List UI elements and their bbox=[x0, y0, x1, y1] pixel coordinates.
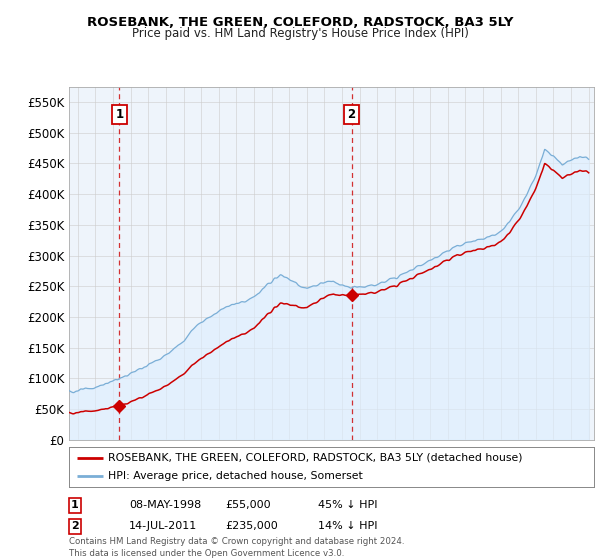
Text: HPI: Average price, detached house, Somerset: HPI: Average price, detached house, Some… bbox=[109, 472, 363, 481]
Text: Contains HM Land Registry data © Crown copyright and database right 2024.
This d: Contains HM Land Registry data © Crown c… bbox=[69, 537, 404, 558]
Text: 1: 1 bbox=[71, 500, 79, 510]
Text: 45% ↓ HPI: 45% ↓ HPI bbox=[318, 500, 377, 510]
Text: Price paid vs. HM Land Registry's House Price Index (HPI): Price paid vs. HM Land Registry's House … bbox=[131, 27, 469, 40]
Text: £55,000: £55,000 bbox=[225, 500, 271, 510]
Text: £235,000: £235,000 bbox=[225, 521, 278, 531]
Text: ROSEBANK, THE GREEN, COLEFORD, RADSTOCK, BA3 5LY (detached house): ROSEBANK, THE GREEN, COLEFORD, RADSTOCK,… bbox=[109, 453, 523, 463]
Text: 2: 2 bbox=[71, 521, 79, 531]
Text: 1: 1 bbox=[115, 108, 124, 121]
Text: 14-JUL-2011: 14-JUL-2011 bbox=[129, 521, 197, 531]
Text: 2: 2 bbox=[347, 108, 356, 121]
Text: ROSEBANK, THE GREEN, COLEFORD, RADSTOCK, BA3 5LY: ROSEBANK, THE GREEN, COLEFORD, RADSTOCK,… bbox=[87, 16, 513, 29]
Text: 08-MAY-1998: 08-MAY-1998 bbox=[129, 500, 201, 510]
Text: 14% ↓ HPI: 14% ↓ HPI bbox=[318, 521, 377, 531]
